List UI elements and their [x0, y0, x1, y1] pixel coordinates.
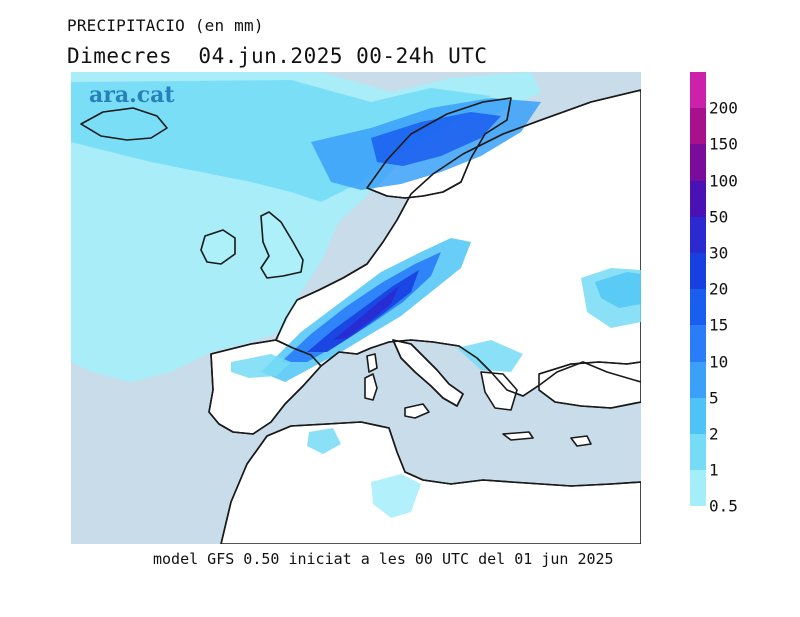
legend-swatch	[690, 289, 706, 326]
legend-swatch	[690, 470, 706, 507]
legend-label: 5	[709, 388, 719, 408]
legend-swatch	[690, 216, 706, 253]
legend-swatch	[690, 361, 706, 398]
legend-label: 30	[709, 243, 729, 263]
precip-europe-band-mid	[281, 252, 441, 362]
date-line: Dimecres 04.jun.2025 00-24h UTC	[67, 44, 488, 68]
legend-label: 20	[709, 279, 729, 299]
brand-watermark: ara.cat	[89, 82, 175, 108]
legend-swatch	[690, 325, 706, 362]
legend-swatch	[690, 108, 706, 145]
legend-label: 150	[709, 134, 738, 154]
legend-swatch	[690, 433, 706, 471]
legend-label: 0.5	[709, 496, 738, 516]
legend-swatch	[690, 397, 706, 434]
legend-label: 200	[709, 98, 738, 118]
precip-maghreb-mid	[307, 428, 341, 454]
precip-eastern-europe	[595, 272, 641, 308]
coastline-layer	[80, 89, 641, 544]
legend-label: 10	[709, 352, 729, 372]
precip-layer	[71, 72, 641, 518]
legend-swatch	[690, 72, 706, 109]
legend-label: 50	[709, 207, 729, 227]
chart-title: PRECIPITACIO (en mm)	[67, 16, 264, 35]
precip-europe-band-heavy	[307, 270, 419, 352]
precip-iberia-north	[231, 354, 291, 378]
legend-color-bar	[690, 72, 706, 507]
legend-swatch	[690, 180, 706, 217]
legend-label: 100	[709, 171, 738, 191]
legend-label: 2	[709, 424, 719, 444]
legend-swatch	[690, 252, 706, 290]
precip-northsea-core	[371, 112, 501, 166]
precip-europe-band-core	[333, 286, 399, 340]
precip-north-africa	[371, 474, 421, 518]
precipitation-map: ara.cat	[71, 72, 641, 544]
model-run-footer: model GFS 0.50 iniciat a les 00 UTC del …	[153, 550, 614, 568]
precip-adriatic	[457, 340, 523, 372]
map-canvas	[71, 72, 641, 544]
precip-atlantic-mid	[71, 80, 491, 202]
legend-label: 15	[709, 315, 729, 335]
legend-swatch	[690, 144, 706, 181]
legend-label: 1	[709, 460, 719, 480]
